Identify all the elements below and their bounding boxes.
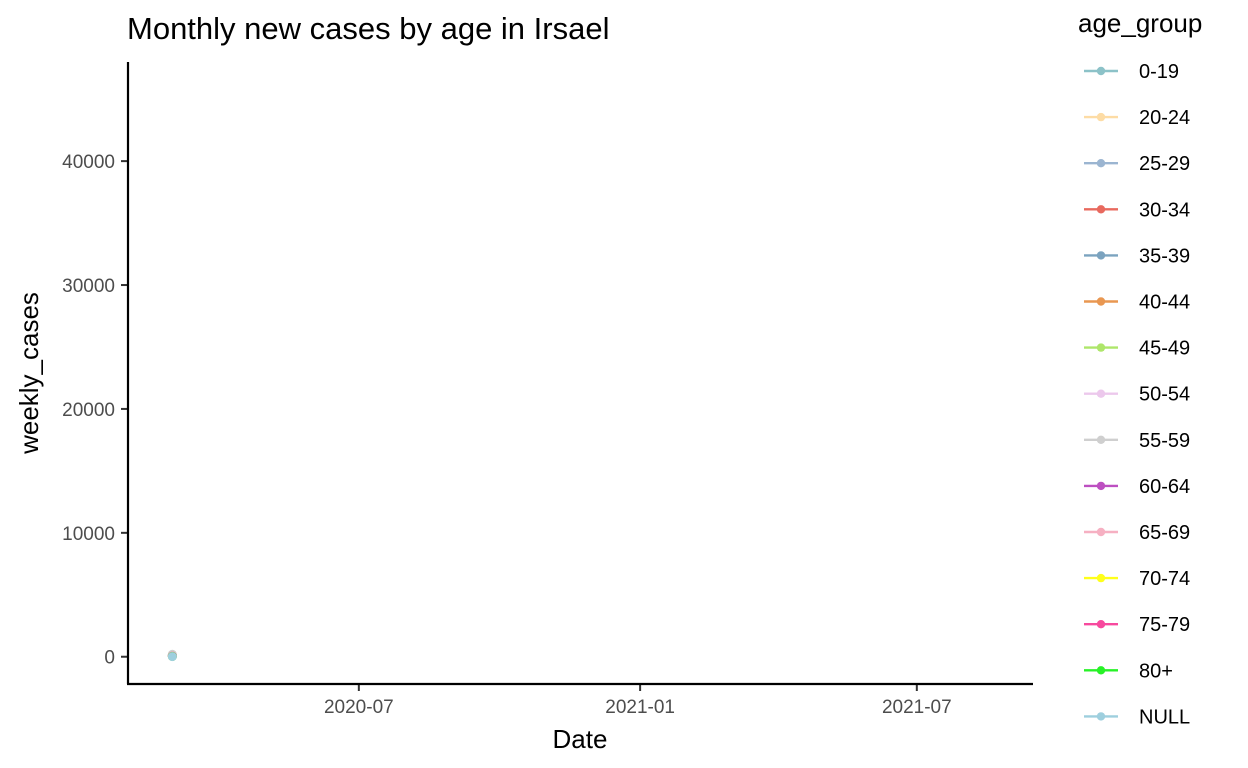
legend-marker (1096, 251, 1106, 260)
legend-item: NULL (1084, 706, 1190, 728)
legend-label: 60-64 (1139, 476, 1190, 498)
legend: 0-19 20-24 25-29 30-34 35-39 40-44 45-49 50-54 5… (1084, 61, 1190, 728)
y-tick-label: 20000 (62, 400, 115, 421)
legend-item: 55-59 (1084, 430, 1190, 452)
x-axis-title: Date (553, 724, 608, 754)
legend-marker (1096, 343, 1106, 352)
legend-item: 45-49 (1084, 338, 1190, 360)
legend-marker (1096, 481, 1106, 491)
legend-item: 35-39 (1084, 245, 1190, 267)
legend-item: 75-79 (1084, 614, 1190, 636)
legend-marker (1096, 712, 1106, 721)
legend-marker (1096, 435, 1106, 444)
legend-item: 60-64 (1084, 476, 1190, 498)
legend-item: 65-69 (1084, 522, 1190, 544)
legend-label: 70-74 (1139, 568, 1190, 590)
legend-label: 35-39 (1139, 245, 1190, 267)
legend-label: 50-54 (1139, 384, 1190, 406)
y-axis-title: weekly_cases (14, 292, 44, 455)
legend-marker (1096, 205, 1106, 214)
legend-item: 50-54 (1084, 384, 1190, 406)
legend-label: 65-69 (1139, 522, 1190, 544)
y-axis-ticks: 0 10000 20000 30000 40000 (62, 152, 128, 669)
y-tick-label: 0 (104, 648, 115, 669)
legend-label: 40-44 (1139, 292, 1190, 314)
data-point (167, 652, 177, 662)
legend-label: NULL (1139, 706, 1190, 728)
legend-marker (1096, 159, 1106, 168)
legend-label: 25-29 (1139, 153, 1190, 175)
legend-marker (1096, 112, 1106, 122)
legend-item: 30-34 (1084, 199, 1190, 221)
chart-title: Monthly new cases by age in Irsael (127, 11, 609, 46)
legend-title: age_group (1078, 8, 1202, 38)
legend-item: 70-74 (1084, 568, 1190, 590)
legend-marker (1096, 620, 1106, 629)
y-tick-label: 40000 (62, 152, 115, 173)
legend-item: 0-19 (1084, 61, 1179, 83)
legend-label: 75-79 (1139, 614, 1190, 636)
legend-label: 0-19 (1139, 61, 1179, 83)
y-tick-label: 10000 (62, 524, 115, 545)
legend-label: 20-24 (1139, 107, 1190, 129)
legend-item: 25-29 (1084, 153, 1190, 175)
x-tick-label: 2020-07 (324, 697, 394, 718)
legend-marker (1096, 297, 1106, 306)
legend-marker (1096, 66, 1106, 76)
data-points (167, 649, 177, 662)
legend-marker (1096, 666, 1106, 675)
legend-label: 55-59 (1139, 430, 1190, 452)
y-tick-label: 30000 (62, 276, 115, 297)
legend-marker (1096, 573, 1106, 583)
legend-label: 80+ (1139, 660, 1173, 682)
legend-item: 80+ (1084, 660, 1173, 682)
legend-marker (1096, 389, 1106, 398)
legend-item: 20-24 (1084, 107, 1190, 129)
legend-marker (1096, 527, 1106, 537)
legend-item: 40-44 (1084, 292, 1190, 314)
x-tick-label: 2021-07 (882, 697, 952, 718)
legend-label: 30-34 (1139, 199, 1190, 221)
x-tick-label: 2021-01 (605, 697, 675, 718)
x-axis-ticks: 2020-07 2021-01 2021-07 (324, 684, 952, 718)
legend-label: 45-49 (1139, 338, 1190, 360)
